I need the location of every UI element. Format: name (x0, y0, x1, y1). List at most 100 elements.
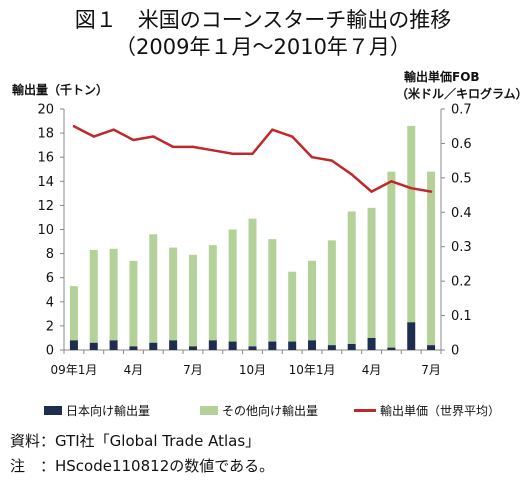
bar-japan-5 (149, 342, 158, 350)
bar-other-4 (129, 260, 138, 347)
x-tick-label: 7月 (183, 363, 203, 377)
price-point-8 (211, 149, 215, 152)
chart-title: 図１ 米国のコーンスターチ輸出の推移 (74, 8, 452, 32)
bar-other-5 (149, 234, 158, 343)
legend-item-other: その他向け輸出量 (200, 402, 318, 419)
bar-japan-7 (188, 346, 197, 350)
y-axis-right-unit: （米ドル／キログラム） (396, 87, 526, 101)
x-tick-label: 4月 (362, 363, 382, 377)
y-right-tick-label: 0 (451, 344, 459, 359)
price-point-3 (112, 128, 115, 131)
price-point-10 (251, 152, 254, 155)
bar-other-10 (248, 218, 257, 347)
y-left-tick-label: 4 (46, 295, 54, 310)
y-left-tick-label: 8 (46, 247, 54, 262)
price-point-2 (92, 135, 95, 138)
bar-japan-6 (169, 340, 178, 350)
bar-japan-10 (248, 346, 257, 350)
footnote: 注 ：HScode110812の数値である。 (10, 457, 275, 475)
chart-subtitle: （2009年１月～2010年７月） (115, 35, 411, 59)
y-right-tick-label: 0.4 (451, 206, 472, 221)
y-left-tick-label: 18 (37, 127, 54, 142)
bar-other-2 (89, 249, 98, 343)
bar-other-3 (109, 248, 118, 341)
y-right-tick-label: 0.5 (451, 171, 472, 186)
bar-japan-11 (268, 341, 277, 350)
price-point-18 (410, 186, 413, 190)
bar-other-14 (327, 240, 336, 346)
bar-other-16 (367, 207, 376, 338)
chart-legend: 日本向け輸出量 その他向け輸出量 輸出単価（世界平均） (0, 402, 526, 420)
legend-label-price: 輸出単価（世界平均） (380, 404, 501, 418)
bar-other-13 (308, 260, 317, 341)
bar-other-8 (208, 245, 217, 341)
bar-other-9 (228, 229, 237, 342)
bar-japan-4 (129, 346, 138, 350)
y-axis-right-label: 輸出単価FOB (404, 70, 480, 84)
bar-japan-15 (347, 343, 356, 350)
bar-other-19 (427, 171, 436, 346)
y-right-tick-label: 0.6 (451, 137, 472, 152)
y-left-tick-label: 10 (37, 223, 54, 238)
price-point-19 (429, 190, 433, 193)
price-point-14 (330, 159, 334, 162)
bar-japan-18 (407, 322, 416, 350)
x-tick-label: 4月 (124, 363, 144, 377)
price-point-12 (290, 135, 294, 138)
bar-japan-8 (208, 340, 217, 350)
price-point-6 (171, 145, 175, 149)
legend-label-other: その他向け輸出量 (222, 404, 319, 418)
x-tick-label: 7月 (421, 363, 441, 377)
price-line (73, 125, 432, 193)
source-note: 資料：GTI社「Global Trade Atlas」 (10, 432, 261, 450)
bar-other-18 (407, 125, 416, 323)
legend-item-price: 輸出単価（世界平均） (354, 402, 500, 419)
price-point-13 (310, 156, 314, 159)
y-left-tick-label: 12 (37, 199, 54, 214)
price-point-11 (271, 128, 274, 131)
bar-japan-12 (288, 341, 297, 350)
legend-label-japan: 日本向け輸出量 (66, 404, 151, 418)
y-left-tick-label: 16 (37, 151, 54, 166)
y-left-tick-label: 2 (46, 319, 54, 334)
x-tick-label: 10月 (239, 363, 266, 377)
bar-other-7 (188, 254, 197, 347)
y-left-tick-label: 6 (46, 271, 54, 286)
price-point-9 (231, 152, 234, 155)
bar-other-11 (268, 239, 277, 342)
bar-japan-14 (327, 345, 336, 350)
y-left-tick-label: 14 (37, 175, 54, 190)
price-point-4 (132, 138, 135, 142)
y-left-tick-label: 0 (46, 344, 54, 359)
y-left-tick-label: 20 (37, 103, 54, 118)
y-right-tick-label: 0.7 (451, 103, 472, 118)
bar-japan-2 (89, 342, 98, 350)
bar-other-15 (347, 211, 356, 344)
x-tick-label: 09年1月 (50, 363, 97, 377)
price-point-15 (350, 173, 353, 176)
bar-japan-19 (427, 345, 436, 350)
y-right-tick-label: 0.1 (451, 309, 472, 324)
bar-other-12 (288, 271, 297, 342)
bar-japan-3 (109, 340, 118, 350)
price-point-16 (370, 190, 373, 193)
bar-japan-1 (69, 340, 78, 350)
price-point-5 (152, 135, 155, 138)
legend-swatch-other (200, 406, 218, 415)
legend-swatch-price (354, 409, 376, 412)
y-right-tick-label: 0.2 (451, 275, 472, 290)
price-point-1 (72, 125, 76, 128)
bar-japan-9 (228, 341, 237, 350)
price-point-7 (191, 145, 195, 149)
price-point-17 (390, 180, 393, 183)
bar-japan-17 (387, 347, 396, 350)
bar-japan-13 (308, 340, 317, 350)
bar-other-6 (169, 247, 178, 341)
legend-swatch-japan (44, 406, 62, 415)
y-axis-left-label: 輸出量（千トン） (12, 83, 109, 97)
bar-other-1 (69, 286, 78, 341)
bar-other-17 (387, 171, 396, 348)
y-right-tick-label: 0.3 (451, 240, 472, 255)
bar-japan-16 (367, 337, 376, 350)
